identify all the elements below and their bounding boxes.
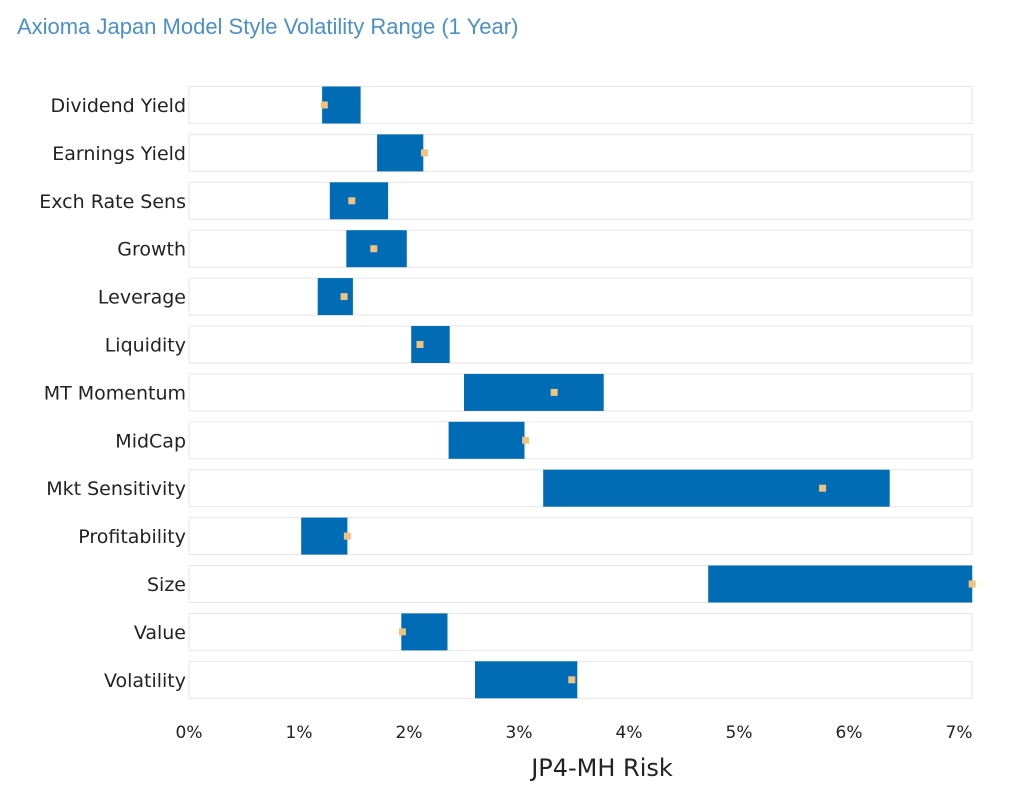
current-marker — [343, 532, 351, 540]
current-marker — [340, 293, 348, 301]
range-bar — [401, 613, 448, 651]
category-label: Volatility — [104, 670, 186, 692]
current-marker — [398, 628, 406, 636]
track-background — [188, 229, 973, 268]
x-tick-label: 7% — [946, 723, 973, 743]
x-tick-label: 0% — [176, 723, 203, 743]
marker-layer — [320, 101, 976, 684]
category-label: Earnings Yield — [52, 143, 186, 165]
category-label: Profitability — [78, 526, 186, 548]
category-label: Value — [134, 622, 186, 644]
track-background — [188, 277, 973, 316]
category-label: Growth — [117, 239, 186, 261]
range-bar — [543, 469, 890, 507]
chart-title: Axioma Japan Model Style Volatility Rang… — [17, 14, 519, 39]
category-labels: Dividend Yield Earnings Yield Exch Rate Se… — [39, 95, 186, 692]
range-bar — [448, 421, 525, 459]
track-background — [188, 421, 973, 460]
track-background — [188, 660, 973, 699]
category-label: Liquidity — [105, 335, 186, 357]
category-label: Mkt Sensitivity — [46, 478, 186, 500]
current-marker — [550, 388, 558, 396]
bar-layer — [301, 86, 973, 699]
x-tick-labels: 0% 1% 2% 3% 4% 5% 6% 7% — [176, 723, 973, 743]
current-marker — [420, 149, 428, 157]
current-marker — [370, 245, 378, 253]
x-tick-label: 5% — [726, 723, 753, 743]
x-axis-title: JP4-MH Risk — [529, 754, 673, 782]
range-bar — [377, 134, 424, 172]
track-background — [188, 612, 973, 651]
range-bar — [322, 86, 361, 124]
current-marker — [568, 676, 576, 684]
current-marker — [819, 484, 827, 492]
track-background — [188, 133, 973, 172]
category-label: MT Momentum — [44, 382, 186, 404]
x-tick-label: 3% — [506, 723, 533, 743]
x-tick-label: 6% — [836, 723, 863, 743]
range-bar — [475, 661, 578, 699]
category-label: Size — [147, 574, 186, 596]
category-label: Leverage — [98, 287, 186, 309]
range-bar — [329, 182, 389, 220]
current-marker — [416, 341, 424, 348]
current-marker — [522, 436, 530, 444]
range-bar — [464, 373, 604, 411]
track-background — [188, 325, 973, 364]
x-tick-label: 2% — [396, 723, 423, 743]
range-bar — [708, 565, 973, 603]
category-label: MidCap — [115, 430, 186, 452]
x-tick-label: 1% — [286, 723, 313, 743]
category-label: Exch Rate Sens — [39, 191, 186, 213]
track-background — [188, 181, 973, 220]
x-tick-label: 4% — [616, 723, 643, 743]
track-background — [188, 86, 973, 124]
range-bar — [317, 278, 353, 316]
current-marker — [348, 197, 356, 205]
current-marker — [968, 580, 976, 588]
category-label: Dividend Yield — [50, 95, 186, 117]
current-marker — [320, 101, 328, 109]
range-bar — [301, 517, 348, 555]
